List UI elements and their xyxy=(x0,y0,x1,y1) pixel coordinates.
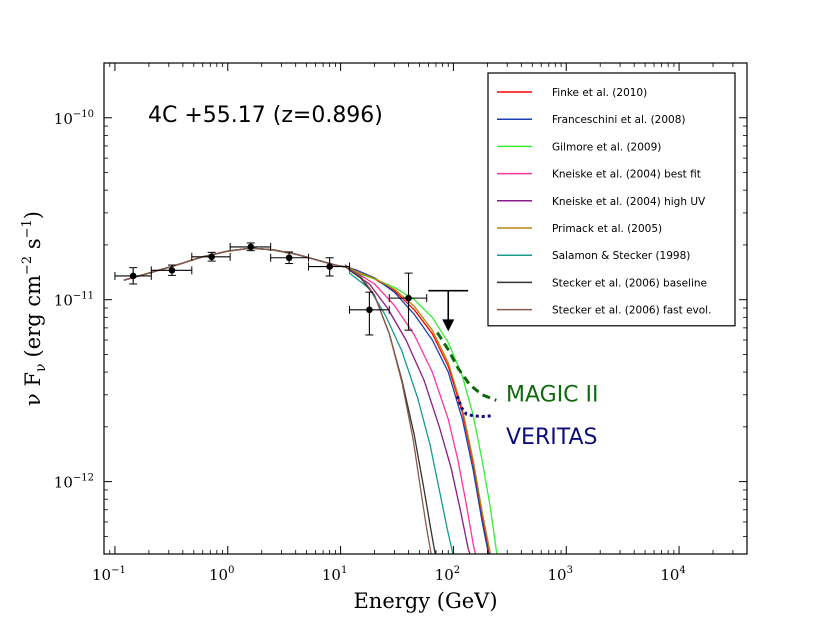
y-label-units: (erg cm xyxy=(21,275,45,358)
legend-label: Primack et al. (2005) xyxy=(552,223,662,235)
x-tick-label: 100 xyxy=(209,565,234,584)
y-label-prefix: ν F xyxy=(21,372,45,406)
series-line-3 xyxy=(123,247,498,554)
data-points xyxy=(114,242,469,336)
y-tick-label: 10−12 xyxy=(54,473,94,492)
data-point xyxy=(388,272,428,331)
y-tick-label: 10−11 xyxy=(54,291,94,310)
series-line-8 xyxy=(123,247,436,554)
x-tick-label: 104 xyxy=(660,565,685,584)
chart-title: 4C +55.17 (z=0.896) xyxy=(148,103,383,128)
legend-label: Kneiske et al. (2004) best fit xyxy=(552,169,701,181)
y-label-subscript: ν xyxy=(33,363,49,372)
legend-label: Salamon & Stecker (1998) xyxy=(552,250,690,262)
data-point xyxy=(114,267,152,285)
data-point xyxy=(150,264,193,276)
annotation-curve-2 xyxy=(455,395,493,419)
data-point xyxy=(229,242,272,252)
y-label-close: ) xyxy=(21,211,45,219)
x-tick-label: 101 xyxy=(322,565,347,584)
x-tick-label: 102 xyxy=(435,565,460,584)
legend-box xyxy=(487,72,736,327)
annotation-label-1: MAGIC II xyxy=(506,383,599,408)
y-label-exp2: −1 xyxy=(20,219,35,238)
y-label-exp1: −2 xyxy=(20,256,35,275)
data-point xyxy=(270,251,310,265)
legend-label: Stecker et al. (2006) fast evol. xyxy=(552,305,711,317)
legend-label: Franceschini et al. (2008) xyxy=(552,114,686,126)
upper-limit xyxy=(428,289,469,332)
legend-label: Gilmore et al. (2009) xyxy=(552,141,661,153)
data-point xyxy=(308,257,351,277)
y-axis-label: ν Fν (erg cm−2 s−1) xyxy=(20,211,49,406)
annotation-curve-1 xyxy=(436,331,497,402)
series-line-6 xyxy=(123,247,492,554)
series-line-2 xyxy=(123,247,490,554)
y-tick-label: 10−10 xyxy=(54,109,94,128)
series-line-9 xyxy=(123,247,432,554)
x-tick-label: 103 xyxy=(548,565,573,584)
legend: Finke et al. (2010) Franceschini et al. (… xyxy=(487,72,736,327)
annotation-label-2: VERITAS xyxy=(506,425,597,450)
series-line-1 xyxy=(123,247,490,554)
plot-frame xyxy=(103,62,748,555)
legend-label: Kneiske et al. (2004) high UV xyxy=(552,196,706,208)
data-point xyxy=(349,291,390,336)
series-line-5 xyxy=(123,247,471,554)
model-curves xyxy=(123,247,498,554)
axis-ticks: 10−1 100 101 102 103 104 10−12 10−11 10−10 xyxy=(54,62,748,584)
legend-label: Finke et al. (2010) xyxy=(552,87,647,99)
legend-label: Stecker et al. (2006) baseline xyxy=(552,277,707,289)
x-tick-label: 10−1 xyxy=(92,565,126,584)
x-axis-label: Energy (GeV) xyxy=(353,589,497,613)
data-point xyxy=(191,251,231,262)
annotations: MAGIC II VERITAS xyxy=(436,331,599,450)
y-label-s: s xyxy=(21,238,45,255)
